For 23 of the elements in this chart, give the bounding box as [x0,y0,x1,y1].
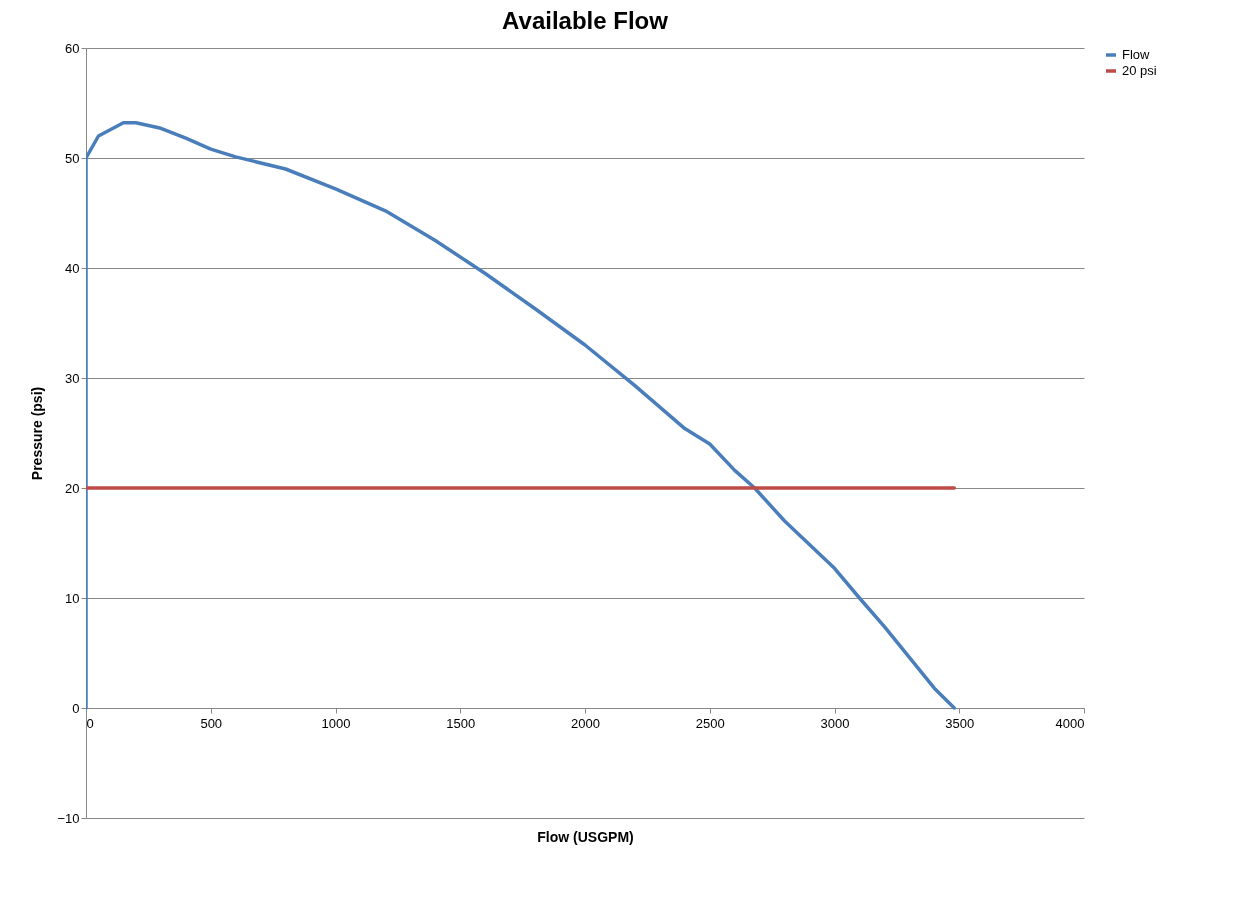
legend-label: Flow [1122,47,1151,62]
y-tick-label: −10 [57,810,80,826]
x-tick-label: 1500 [446,715,476,731]
x-tick-label: 2500 [695,715,725,731]
y-tick-label: 60 [65,40,80,56]
y-tick-label: 20 [65,480,80,496]
x-axis-title: Flow (USGPM) [537,828,634,845]
y-tick-label: 0 [72,700,80,716]
y-tick-label: 50 [65,150,80,166]
line-series [86,121,957,710]
x-tick-label: 0 [86,715,94,731]
chart-title: Available Flow [502,7,669,34]
y-tick-label: 30 [65,370,80,386]
x-tick-label: 4000 [1055,715,1085,731]
x-tick-label: 2000 [571,715,600,731]
x-tick-label: 3500 [945,715,975,731]
y-axis-title: Pressure (psi) [29,386,46,481]
legend-label: 20 psi [1122,63,1157,78]
x-tick-label: 1000 [321,715,351,731]
x-tick-label: 500 [200,715,223,731]
x-tick-label: 3000 [820,715,850,731]
y-tick-label: 40 [65,260,80,276]
y-tick-label: 10 [65,590,80,606]
